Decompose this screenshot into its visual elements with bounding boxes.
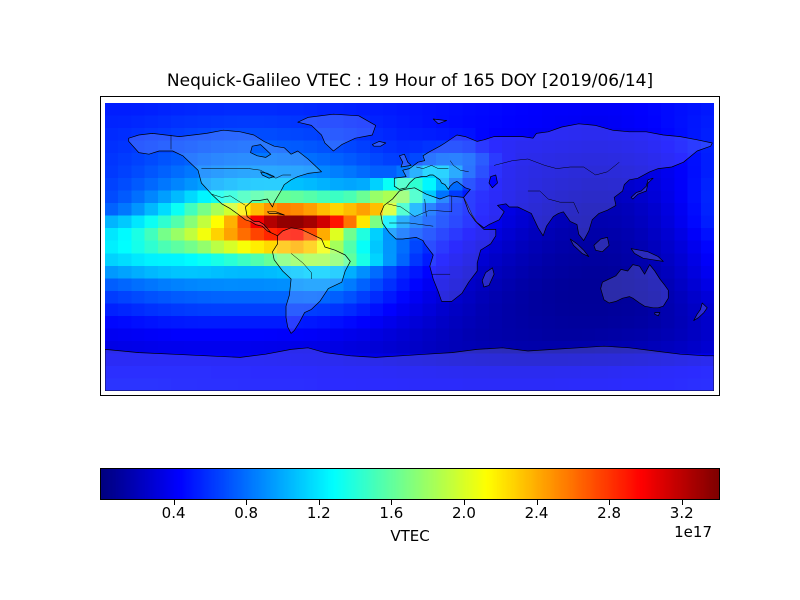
colorbar-frame (100, 468, 720, 500)
colorbar-tick (536, 500, 538, 505)
border-europe-1 (416, 165, 449, 169)
colorbar-label: VTEC (390, 527, 430, 545)
border-us-mexico (211, 193, 246, 206)
colorbar-tick (681, 500, 683, 505)
great-britain-outline (399, 153, 412, 168)
border-sahara-1 (387, 203, 452, 217)
vtec-heatmap-canvas (105, 103, 714, 391)
eurasia-outline (393, 123, 713, 241)
colorbar-tick (246, 500, 248, 505)
africa-outline (380, 187, 497, 302)
colorbar-offset-text: 1e17 (674, 523, 712, 541)
iceland-outline (371, 141, 387, 147)
world-map (105, 103, 714, 391)
border-central-asia (494, 158, 620, 176)
colorbar-tick-label: 0.4 (161, 504, 186, 522)
tasmania-outline (654, 312, 661, 317)
cuba-outline (267, 211, 285, 216)
new-zealand-outline (693, 302, 708, 321)
colorbar-tick (609, 500, 611, 505)
colorbar-tick (318, 500, 320, 505)
border-india-china (527, 190, 579, 214)
madagascar-outline (481, 267, 495, 288)
antarctica-outline (105, 345, 714, 391)
north-america-outline (128, 129, 322, 237)
svalbard-outline (432, 118, 448, 125)
border-sahel (389, 222, 434, 227)
border-south-america (290, 253, 312, 279)
colorbar-ticks (100, 500, 720, 506)
sumatra-outline (569, 238, 590, 257)
colorbar-tick-label: 2.0 (452, 504, 476, 522)
border-sahara-2 (424, 198, 427, 217)
colorbar-tick-labels: 0.4 0.8 1.2 1.6 2.0 2.4 2.8 3.2 (100, 504, 720, 524)
coastlines-overlay (105, 113, 714, 391)
colorbar-gradient (101, 469, 719, 499)
colorbar-tick-label: 1.6 (379, 504, 404, 522)
plot-title: Nequick-Galileo VTEC : 19 Hour of 165 DO… (166, 71, 654, 91)
colorbar-tick (173, 500, 175, 505)
colorbar-tick-label: 0.8 (234, 504, 259, 522)
borneo-outline (593, 237, 610, 253)
colorbar-tick-label: 2.4 (524, 504, 549, 522)
australia-outline (600, 264, 669, 309)
colorbar-tick (391, 500, 393, 505)
border-us-canada (201, 168, 292, 179)
greenland-outline (297, 113, 377, 152)
border-europe-2 (449, 160, 469, 173)
colorbar-tick (463, 500, 465, 505)
japan-outline (630, 177, 654, 200)
new-guinea-outline (630, 248, 664, 262)
colorbar-tick-label: 3.2 (669, 504, 694, 522)
south-america-outline (272, 227, 351, 334)
colorbar-tick-label: 2.8 (597, 504, 622, 522)
colorbar-tick-label: 1.2 (306, 504, 331, 522)
map-axes-frame (100, 96, 720, 396)
